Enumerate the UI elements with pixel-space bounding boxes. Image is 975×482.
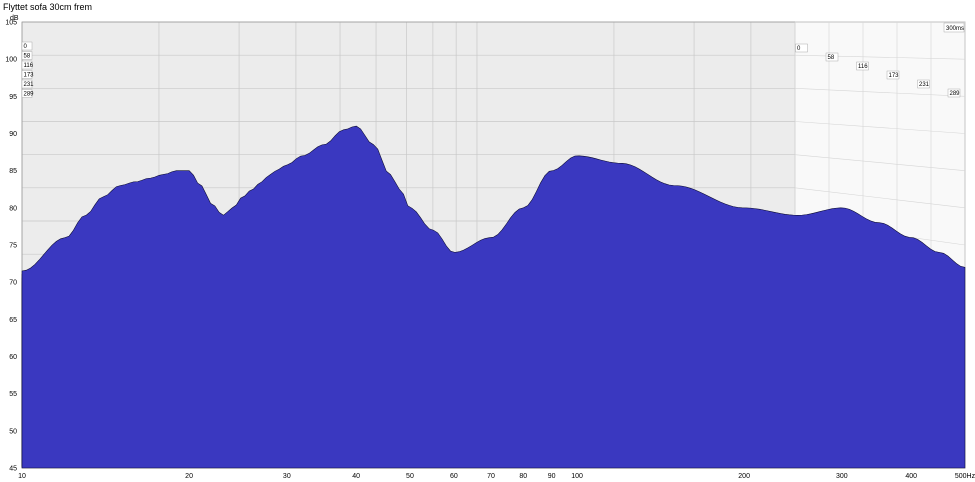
x-tick-label: 200	[738, 473, 750, 480]
y-tick-label: 80	[9, 205, 17, 212]
y-tick-label: 45	[9, 466, 17, 473]
time-max-box	[943, 22, 965, 33]
time-tick-box	[21, 51, 33, 60]
x-tick-label: 90	[548, 473, 556, 480]
y-tick-label: 95	[9, 94, 17, 101]
chart-title: Flyttet sofa 30cm frem	[3, 2, 93, 12]
grid-side-line	[794, 88, 966, 97]
x-tick-label: 100	[571, 473, 583, 480]
time-tick-box	[21, 60, 33, 70]
grid-side-line	[794, 121, 966, 134]
time-tick-label: 58	[828, 55, 835, 61]
x-tick-label: 300	[836, 473, 848, 480]
y-tick-label: 90	[9, 131, 17, 138]
time-tick-label: 173	[24, 73, 35, 79]
x-tick-label: 70	[487, 473, 495, 480]
time-tick-label: 231	[24, 82, 35, 88]
y-axis-label: dB	[10, 15, 19, 22]
time-tick-box	[856, 61, 869, 71]
x-tick-label: 10	[18, 473, 26, 480]
time-tick-label: 0	[797, 46, 801, 52]
time-tick-label: 289	[950, 91, 961, 97]
x-tick-label: 50	[406, 473, 414, 480]
y-tick-label: 55	[9, 391, 17, 398]
y-tick-label: 70	[9, 280, 17, 287]
time-tick-box	[825, 52, 839, 62]
x-tick-label: 40	[352, 473, 360, 480]
y-tick-label: 50	[9, 428, 17, 435]
time-tick-box	[21, 79, 33, 89]
x-tick-label: 500Hz	[955, 473, 975, 480]
time-tick-box	[886, 70, 900, 80]
waterfall-surface	[21, 125, 966, 469]
time-tick-box	[795, 43, 808, 53]
time-tick-label: 0	[24, 44, 28, 50]
axis-labels: 10 20 30 40 50 60 70 80 90 100 200 300 400 500Hz 45 50 5…	[5, 15, 975, 480]
time-tick-label: 231	[919, 82, 930, 88]
x-tick-label: 80	[519, 473, 527, 480]
time-tick-label: 116	[858, 64, 868, 70]
waterfall-slice	[21, 125, 966, 469]
grid-side-line	[794, 187, 966, 209]
time-tick-box	[21, 70, 33, 79]
x-tick-label: 60	[450, 473, 458, 480]
grid-side-line	[794, 54, 966, 60]
time-tick-label: 116	[24, 63, 34, 69]
y-tick-label: 60	[9, 354, 17, 361]
y-tick-label: 75	[9, 243, 17, 250]
y-tick-label: 65	[9, 317, 17, 324]
x-tick-label: 400	[905, 473, 917, 480]
time-tick-box	[21, 89, 33, 98]
x-tick-label: 30	[283, 473, 291, 480]
time-tick-box	[947, 88, 961, 98]
x-tick-label: 20	[185, 473, 193, 480]
time-tick-label: 173	[889, 73, 900, 79]
y-tick-label: 85	[9, 168, 17, 175]
time-tick-box	[21, 41, 33, 51]
grid-side-line	[794, 154, 966, 171]
time-tick-box	[917, 79, 930, 89]
time-tick-label: 289	[24, 92, 35, 98]
y-tick-label: 100	[5, 57, 17, 64]
time-max-label: 300ms	[946, 26, 964, 32]
y-tick-label: 105	[5, 20, 17, 27]
time-tick-label: 58	[24, 54, 31, 60]
